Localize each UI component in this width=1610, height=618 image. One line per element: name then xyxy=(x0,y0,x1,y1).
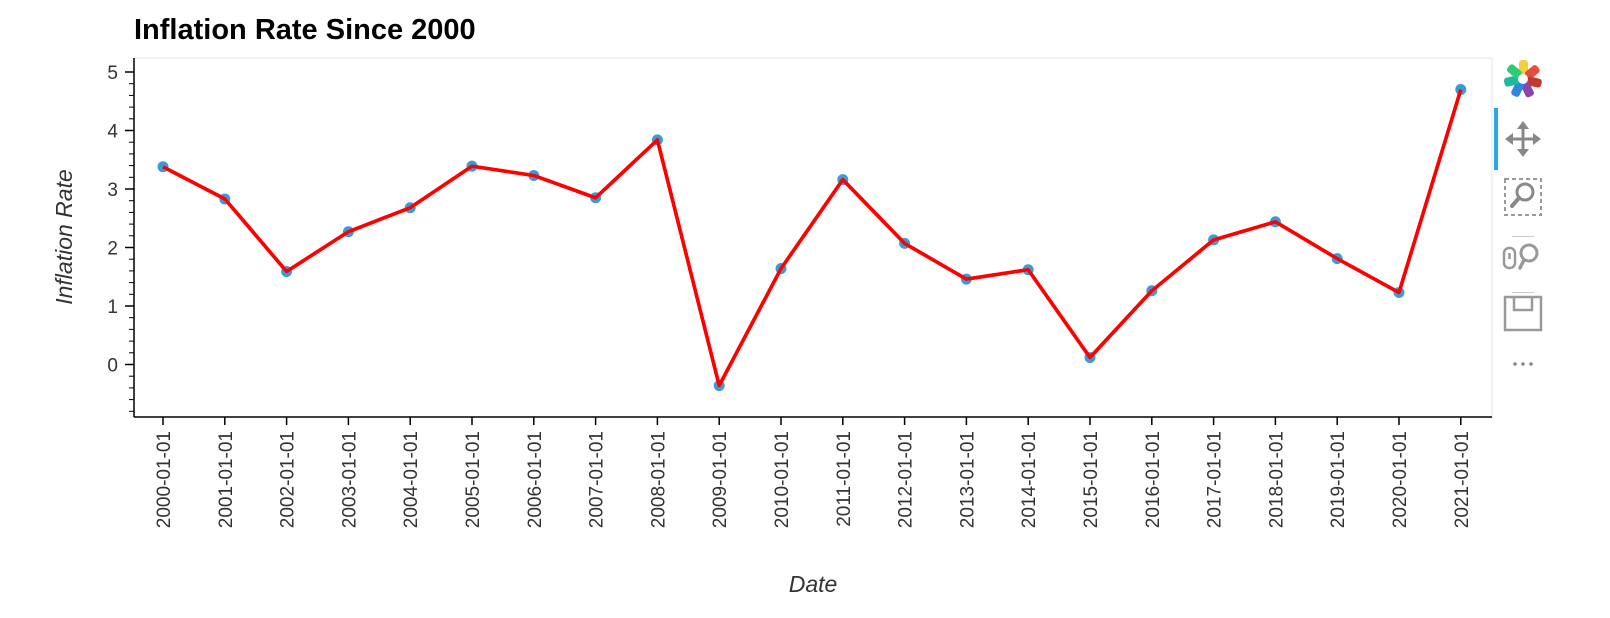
y-tick-label: 0 xyxy=(107,356,118,377)
x-tick-label: 2004-01-01 xyxy=(401,431,422,528)
x-tick-label: 2010-01-01 xyxy=(772,431,793,528)
x-tick-label: 2015-01-01 xyxy=(1081,431,1102,528)
x-tick-label: 2020-01-01 xyxy=(1390,431,1411,528)
x-tick-label: 2002-01-01 xyxy=(278,431,299,528)
x-tick-label: 2016-01-01 xyxy=(1143,431,1164,528)
x-tick-label: 2001-01-01 xyxy=(216,431,237,528)
y-tick-label: 1 xyxy=(107,297,118,318)
x-tick-label: 2000-01-01 xyxy=(154,431,175,528)
data-point xyxy=(1455,84,1467,96)
y-tick-label: 3 xyxy=(107,180,118,201)
x-tick-label: 2018-01-01 xyxy=(1266,431,1287,528)
wheel-zoom-tool-icon[interactable] xyxy=(1502,235,1544,278)
x-tick-label: 2009-01-01 xyxy=(710,431,731,528)
y-tick-label: 2 xyxy=(107,239,118,260)
active-tool-indicator xyxy=(1494,108,1498,170)
series-layer xyxy=(157,84,1467,392)
pan-tool-icon[interactable] xyxy=(1502,118,1544,160)
x-tick-label: 2021-01-01 xyxy=(1452,431,1473,528)
x-tick-label: 2006-01-01 xyxy=(525,431,546,528)
x-tick-label: 2017-01-01 xyxy=(1205,431,1226,528)
bokeh-logo-icon[interactable] xyxy=(1502,58,1544,100)
x-tick-label: 2003-01-01 xyxy=(339,431,360,528)
y-tick-label: 5 xyxy=(107,63,118,84)
x-tick-label: 2014-01-01 xyxy=(1019,431,1040,528)
x-axis-label: Date xyxy=(789,571,838,597)
series-line xyxy=(162,89,1463,388)
y-tick-label: 4 xyxy=(107,122,118,143)
x-tick-label: 2005-01-01 xyxy=(463,431,484,528)
save-tool-icon[interactable] xyxy=(1502,291,1544,334)
x-tick-label: 2012-01-01 xyxy=(896,431,917,528)
x-tick-label: 2008-01-01 xyxy=(648,431,669,528)
series-line-overlay xyxy=(162,89,1463,388)
x-tick-label: 2007-01-01 xyxy=(587,431,608,528)
y-axis-label: Inflation Rate xyxy=(51,169,77,305)
more-tools-icon[interactable] xyxy=(1502,342,1544,384)
box-zoom-tool-icon[interactable] xyxy=(1502,176,1544,218)
x-tick-label: 2011-01-01 xyxy=(834,431,855,527)
x-tick-label: 2019-01-01 xyxy=(1328,431,1349,528)
x-tick-label: 2013-01-01 xyxy=(957,431,978,528)
toolbar xyxy=(1494,52,1550,392)
axes: 0 1 2 3 4 5 2000-01-01 2001-01-01 2002-01-01 2003… xyxy=(107,58,1492,528)
chart-title: Inflation Rate Since 2000 xyxy=(134,14,476,46)
